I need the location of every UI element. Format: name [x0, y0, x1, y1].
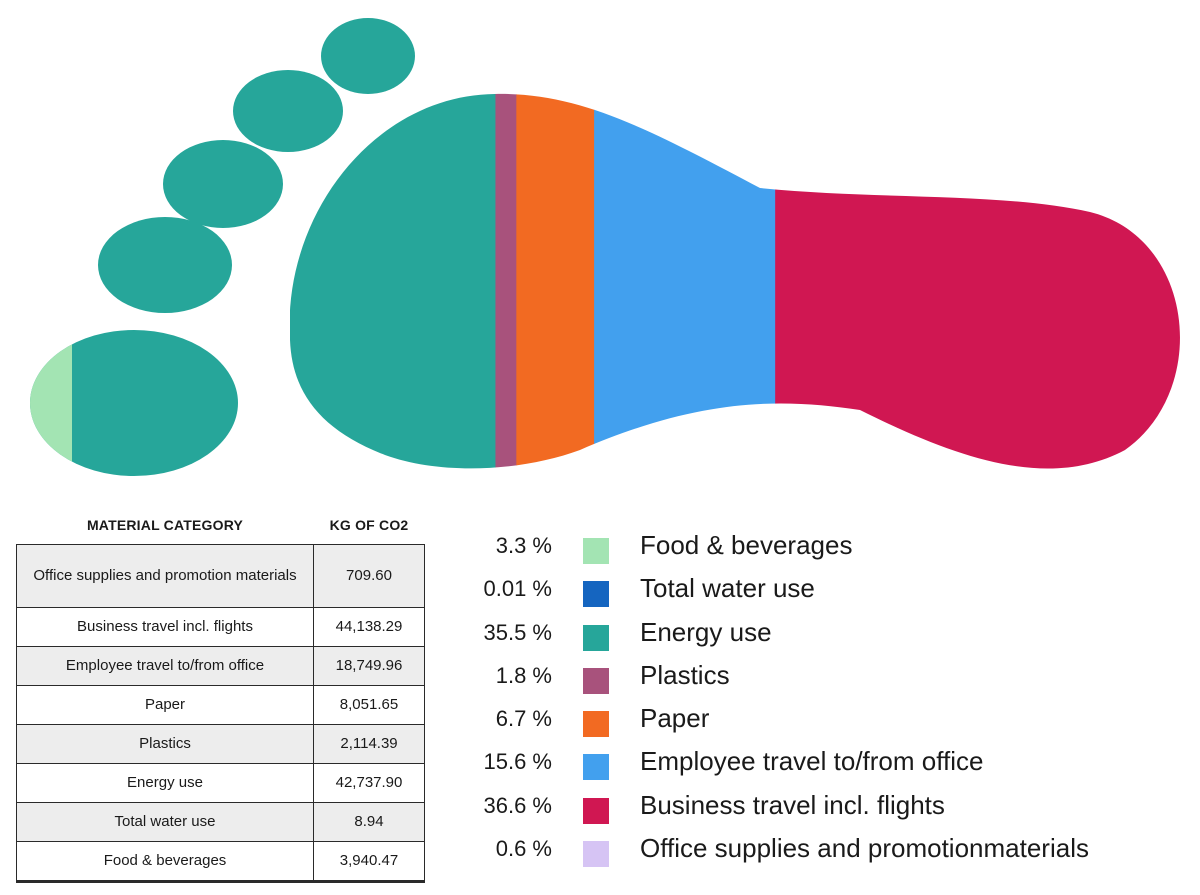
table-cell-value: 44,138.29: [313, 607, 425, 647]
legend-item: 36.6 % Business travel incl. flights: [440, 787, 1180, 830]
legend-item: 35.5 % Energy use: [440, 614, 1180, 657]
table-cell-value: 8,051.65: [313, 685, 425, 725]
table-cell-category: Food & beverages: [16, 841, 314, 883]
table-header-row: MATERIAL CATEGORY KG OF CO2: [17, 506, 425, 545]
legend-percent: 0.01 %: [483, 576, 553, 602]
legend-label: Plastics: [640, 659, 730, 690]
column-header: KG OF CO2: [329, 517, 409, 533]
table-row: Food & beverages 3,940.47: [16, 841, 425, 883]
table-cell-value: 709.60: [313, 544, 425, 608]
legend-percent: 15.6 %: [483, 749, 553, 775]
table-row: Energy use 42,737.90: [16, 763, 425, 803]
legend-percent: 3.3 %: [495, 533, 552, 558]
legend-item: 0.6 % Office supplies and promotionmateri…: [440, 830, 1180, 873]
legend-swatch: [583, 624, 609, 651]
legend-label: Office supplies and promotionmaterials: [640, 833, 1089, 864]
legend-percent: 0.6 %: [495, 836, 552, 862]
table-cell-value: 18,749.96: [313, 646, 425, 686]
legend-percent: 35.5 %: [483, 619, 553, 645]
toe-2: [98, 217, 232, 313]
legend-swatch: [583, 797, 609, 824]
sole-segment-business-travel-incl-flights: [775, 93, 1180, 469]
legend-label: Employee travel to/from office: [640, 746, 984, 777]
legend-swatch: [583, 538, 609, 564]
table-cell-value: 8.94: [313, 802, 425, 842]
table-row: Office supplies and promotion materials …: [16, 544, 425, 608]
toe-5: [321, 18, 415, 94]
toe-4: [233, 70, 343, 152]
legend-item: 15.6 % Employee travel to/from office: [440, 743, 1180, 786]
table-cell-category: Total water use: [16, 802, 314, 842]
legend-label: Total water use: [640, 573, 815, 604]
table-row: Paper 8,051.65: [16, 685, 425, 725]
sole: [290, 93, 1180, 469]
table-cell-category: Plastics: [16, 724, 314, 764]
sole-segment-paper: [516, 93, 595, 469]
footprint-chart: [30, 18, 1180, 476]
table-cell-value: 3,940.47: [313, 841, 425, 883]
legend-label: Energy use: [640, 616, 772, 647]
table-cell-category: Office supplies and promotion materials: [16, 544, 314, 608]
column-header: MATERIAL CATEGORY: [86, 517, 244, 533]
table-row: Business travel incl. flights 44,138.29: [16, 607, 425, 647]
legend-swatch: [583, 711, 609, 738]
table-cell-category: Paper: [16, 685, 314, 725]
table-row: Employee travel to/from office 18,749.96: [16, 646, 425, 686]
table-cell-value: 42,737.90: [313, 763, 425, 803]
legend-swatch: [583, 581, 609, 608]
table-cell-category: Energy use: [16, 763, 314, 803]
legend-label: Paper: [640, 703, 710, 734]
legend-label: Food & beverages: [640, 530, 853, 560]
legend-item: 3.3 % Food & beverages: [440, 527, 1180, 570]
legend-item: 6.7 % Paper: [440, 700, 1180, 743]
big-toe: [30, 330, 238, 476]
legend-item: 1.8 % Plastics: [440, 657, 1180, 700]
legend: 3.3 % Food & beverages 0.01 % Total water u…: [440, 527, 1180, 873]
legend-swatch: [583, 754, 609, 781]
legend-percent: 36.6 %: [483, 792, 553, 818]
legend-label: Business travel incl. flights: [640, 789, 945, 820]
table-cell-value: 2,114.39: [313, 724, 425, 764]
co2-table: MATERIAL CATEGORY KG OF CO2 Office suppl…: [16, 506, 425, 883]
sole-segment-employee-travel-to-from-office: [594, 93, 776, 469]
legend-swatch: [583, 667, 609, 694]
table-row: Plastics 2,114.39: [16, 724, 425, 764]
table-row: Total water use 8.94: [16, 802, 425, 842]
legend-swatch: [583, 841, 609, 868]
sole-segment-plastics: [495, 93, 517, 469]
legend-item: 0.01 % Total water use: [440, 570, 1180, 613]
legend-percent: 1.8 %: [495, 662, 552, 688]
table-cell-category: Employee travel to/from office: [16, 646, 314, 686]
table-cell-category: Business travel incl. flights: [16, 607, 314, 647]
big-toe-food-segment: [30, 330, 72, 476]
legend-percent: 6.7 %: [495, 706, 552, 732]
toe-3: [163, 140, 283, 228]
